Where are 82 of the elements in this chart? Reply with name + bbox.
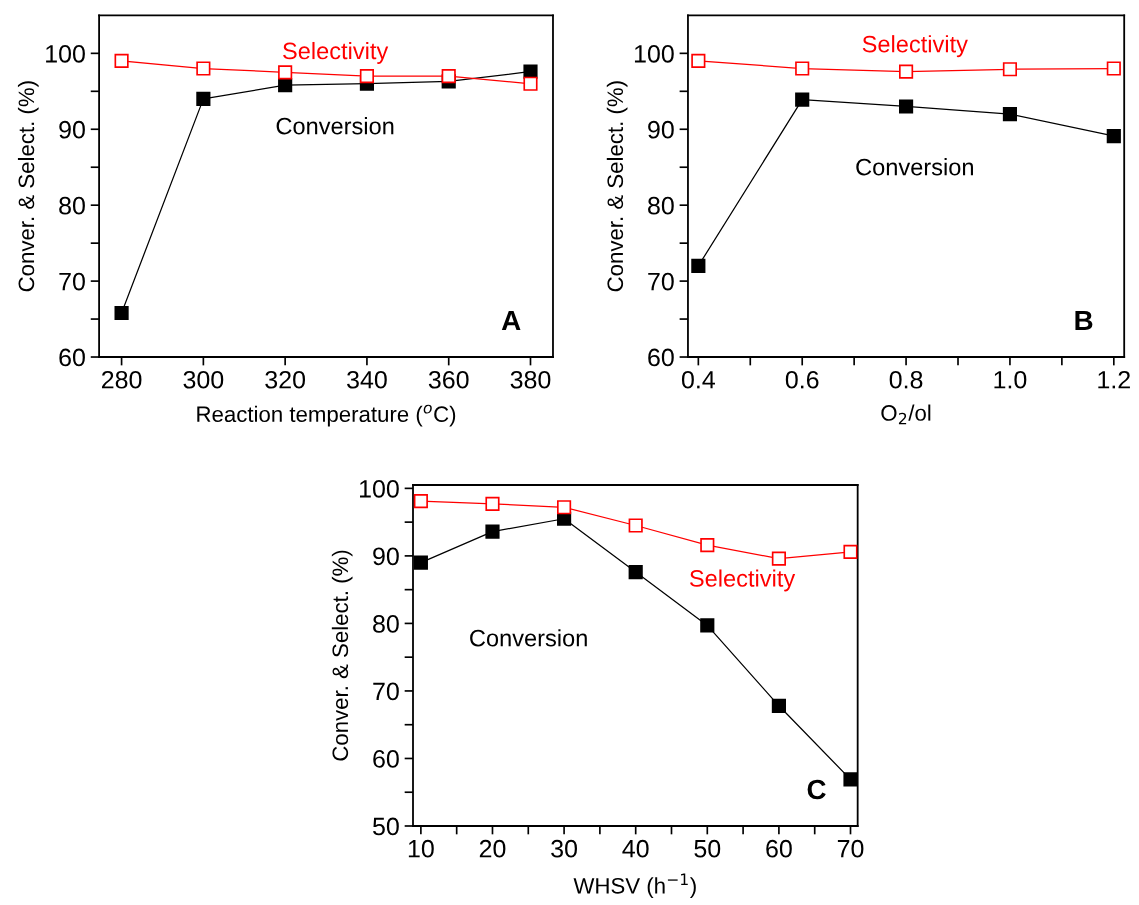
annotation: A <box>501 310 521 331</box>
x-tick-label: 70 <box>837 839 864 858</box>
y-tick-label: 60 <box>648 348 674 367</box>
series-label: Selectivity <box>689 569 796 592</box>
x-axis-title: O$_{2}$/ol <box>881 404 931 425</box>
point <box>523 64 538 79</box>
point <box>898 99 914 114</box>
series-label: Selectivity <box>862 35 968 58</box>
y-tick-label: 60 <box>59 348 85 367</box>
point <box>771 698 786 713</box>
x-tick-label: 10 <box>408 839 434 858</box>
point <box>700 538 715 553</box>
x-tick-label: 320 <box>265 370 306 389</box>
point <box>278 65 293 80</box>
point <box>413 555 428 570</box>
point <box>795 92 810 107</box>
point <box>557 500 572 515</box>
series-label: Selectivity <box>283 41 389 64</box>
series-label: Conversion <box>276 117 394 135</box>
x-axis-title: WHSV (h$^{−1}$) <box>573 873 696 899</box>
point <box>898 64 914 79</box>
point <box>700 618 715 633</box>
point <box>843 772 858 787</box>
y-axis-title: Conver. & Select. (%) <box>606 81 628 292</box>
y-tick-label: 50 <box>373 817 399 836</box>
y-tick-label: 100 <box>360 479 399 498</box>
point <box>1002 62 1018 77</box>
text: Conversion <box>470 629 587 647</box>
x-tick-label: 300 <box>183 370 224 389</box>
x-tick-label: 1.0 <box>994 370 1027 389</box>
annotation: C <box>807 779 826 800</box>
point <box>485 524 500 539</box>
y-tick-label: 80 <box>648 196 674 215</box>
y-axis-title: Conver. & Select. (%) <box>17 81 39 292</box>
x-tick-label: 1.2 <box>1098 370 1130 389</box>
point <box>691 53 706 69</box>
x-tick-label: 380 <box>510 370 551 389</box>
y-axis-title: Conver. & Select. (%) <box>331 550 353 761</box>
annotation: B <box>1075 310 1093 331</box>
x-tick-label: 280 <box>101 370 142 389</box>
x-tick-label: 0.4 <box>681 370 715 389</box>
point <box>795 61 810 76</box>
y-tick-label: 60 <box>373 750 399 768</box>
x-tick-label: 30 <box>551 839 578 858</box>
x-tick-label: 60 <box>766 839 792 858</box>
point <box>523 76 538 91</box>
point <box>196 91 211 106</box>
point <box>441 69 456 84</box>
x-axis-title: Reaction temperature ($^{o}$C) <box>197 404 456 427</box>
y-tick-label: 100 <box>46 44 85 63</box>
point <box>628 565 643 580</box>
y-tick-label: 80 <box>373 615 399 633</box>
series-label: Conversion <box>856 158 973 176</box>
point <box>843 544 858 559</box>
y-tick-label: 90 <box>59 120 85 139</box>
y-tick-label: 100 <box>634 44 674 63</box>
point <box>771 551 786 566</box>
y-tick-label: 70 <box>59 272 85 291</box>
point <box>628 518 643 533</box>
x-tick-label: 360 <box>428 370 469 389</box>
point <box>359 69 375 84</box>
point <box>278 78 293 93</box>
x-tick-label: 0.8 <box>889 370 923 389</box>
x-tick-label: 50 <box>694 839 721 858</box>
point <box>485 496 500 511</box>
point <box>691 258 706 274</box>
y-tick-label: 90 <box>648 120 674 139</box>
y-tick-label: 70 <box>373 682 399 701</box>
point <box>196 61 211 76</box>
y-tick-label: 70 <box>648 272 674 291</box>
point <box>413 494 428 509</box>
point <box>1002 106 1018 122</box>
point <box>1106 129 1121 144</box>
x-tick-label: 0.6 <box>785 370 819 389</box>
x-tick-label: 340 <box>347 370 387 389</box>
point <box>114 53 129 69</box>
x-tick-label: 20 <box>479 839 506 858</box>
point <box>1106 61 1121 76</box>
point <box>114 305 129 321</box>
y-tick-label: 90 <box>373 547 399 566</box>
x-tick-label: 40 <box>622 839 649 858</box>
y-tick-label: 80 <box>59 196 85 215</box>
